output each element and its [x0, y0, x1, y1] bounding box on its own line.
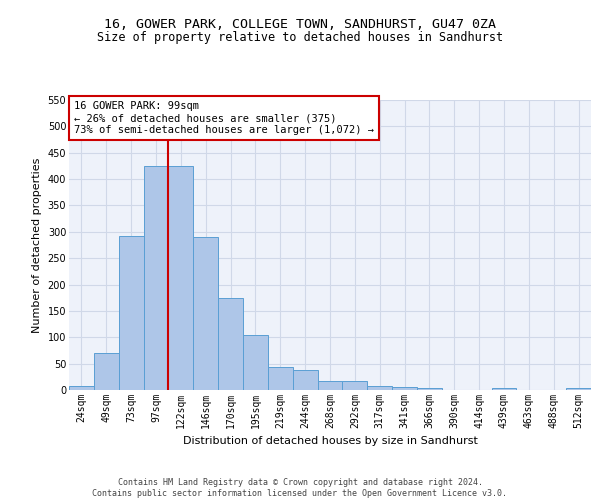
- Bar: [491, 388, 517, 390]
- Text: Contains HM Land Registry data © Crown copyright and database right 2024.
Contai: Contains HM Land Registry data © Crown c…: [92, 478, 508, 498]
- Bar: [392, 388, 417, 390]
- Bar: [143, 166, 169, 390]
- Bar: [193, 237, 218, 390]
- Bar: [243, 334, 268, 390]
- Bar: [218, 298, 243, 390]
- Bar: [343, 381, 367, 390]
- Bar: [169, 166, 193, 390]
- Bar: [367, 386, 392, 390]
- Bar: [317, 381, 343, 390]
- Text: 16, GOWER PARK, COLLEGE TOWN, SANDHURST, GU47 0ZA: 16, GOWER PARK, COLLEGE TOWN, SANDHURST,…: [104, 18, 496, 30]
- Bar: [566, 388, 591, 390]
- Text: 16 GOWER PARK: 99sqm
← 26% of detached houses are smaller (375)
73% of semi-deta: 16 GOWER PARK: 99sqm ← 26% of detached h…: [74, 102, 374, 134]
- Bar: [94, 353, 119, 390]
- Bar: [69, 386, 94, 390]
- Text: Size of property relative to detached houses in Sandhurst: Size of property relative to detached ho…: [97, 31, 503, 44]
- X-axis label: Distribution of detached houses by size in Sandhurst: Distribution of detached houses by size …: [182, 436, 478, 446]
- Y-axis label: Number of detached properties: Number of detached properties: [32, 158, 42, 332]
- Bar: [268, 367, 293, 390]
- Bar: [119, 236, 143, 390]
- Bar: [417, 388, 442, 390]
- Bar: [293, 370, 317, 390]
